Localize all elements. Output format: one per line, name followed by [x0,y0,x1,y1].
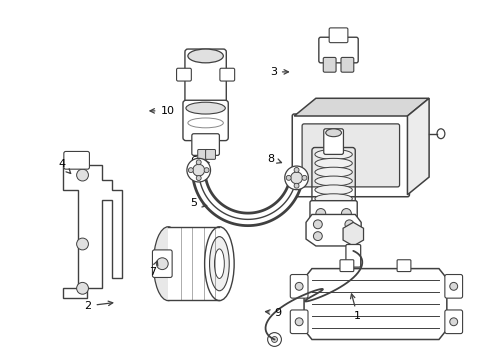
Text: 7: 7 [149,261,158,277]
Circle shape [315,208,325,219]
FancyBboxPatch shape [183,100,228,141]
Circle shape [295,318,303,326]
Text: 8: 8 [267,154,281,164]
FancyBboxPatch shape [340,58,353,72]
Polygon shape [63,165,122,298]
Ellipse shape [325,129,341,137]
FancyBboxPatch shape [323,129,343,154]
Ellipse shape [314,167,351,177]
Circle shape [293,167,299,172]
FancyBboxPatch shape [292,114,408,197]
Circle shape [313,232,322,240]
FancyBboxPatch shape [323,58,335,72]
Ellipse shape [214,249,224,278]
Circle shape [449,318,457,326]
FancyBboxPatch shape [205,149,215,159]
Text: 4: 4 [58,159,71,174]
Circle shape [196,176,201,180]
FancyBboxPatch shape [168,227,219,300]
FancyBboxPatch shape [184,49,226,109]
Circle shape [285,175,290,180]
Circle shape [203,168,209,172]
Circle shape [344,220,353,229]
Circle shape [449,282,457,290]
FancyBboxPatch shape [339,260,353,271]
Circle shape [284,166,308,190]
FancyBboxPatch shape [290,275,307,298]
Ellipse shape [209,237,229,291]
Ellipse shape [314,158,351,168]
Circle shape [295,282,303,290]
Polygon shape [304,269,446,339]
Text: 10: 10 [150,106,174,116]
Circle shape [290,172,302,184]
Text: 5: 5 [190,198,206,208]
Text: 2: 2 [84,301,113,311]
Ellipse shape [314,176,351,186]
Circle shape [77,282,88,294]
Circle shape [267,333,281,346]
Circle shape [196,160,201,165]
Polygon shape [305,215,361,246]
Polygon shape [294,98,428,116]
FancyBboxPatch shape [328,28,347,42]
Circle shape [192,164,204,176]
Circle shape [188,168,193,172]
FancyBboxPatch shape [152,250,172,278]
FancyBboxPatch shape [220,68,234,81]
Circle shape [341,208,350,219]
Text: 9: 9 [265,308,281,318]
Circle shape [293,183,299,188]
Text: 3: 3 [269,67,288,77]
Circle shape [156,258,168,270]
Polygon shape [407,98,428,195]
Ellipse shape [314,194,351,204]
FancyBboxPatch shape [318,37,358,63]
Circle shape [77,169,88,181]
Text: 1: 1 [350,294,361,321]
Ellipse shape [153,227,183,301]
FancyBboxPatch shape [444,275,462,298]
FancyBboxPatch shape [176,68,191,81]
Circle shape [313,220,322,229]
FancyBboxPatch shape [191,134,219,156]
Circle shape [77,238,88,250]
Text: 6: 6 [190,156,209,166]
Ellipse shape [204,227,234,301]
Ellipse shape [187,49,223,63]
FancyBboxPatch shape [290,310,307,334]
FancyBboxPatch shape [309,201,357,226]
Circle shape [271,337,277,342]
Ellipse shape [185,102,225,114]
FancyBboxPatch shape [345,244,360,267]
Circle shape [344,232,353,240]
Ellipse shape [314,149,351,159]
FancyBboxPatch shape [396,260,410,271]
Circle shape [302,175,306,180]
Ellipse shape [436,129,444,139]
FancyBboxPatch shape [444,310,462,334]
FancyBboxPatch shape [197,149,207,159]
Ellipse shape [314,185,351,195]
Circle shape [186,158,210,182]
FancyBboxPatch shape [64,152,89,169]
FancyBboxPatch shape [302,124,399,187]
